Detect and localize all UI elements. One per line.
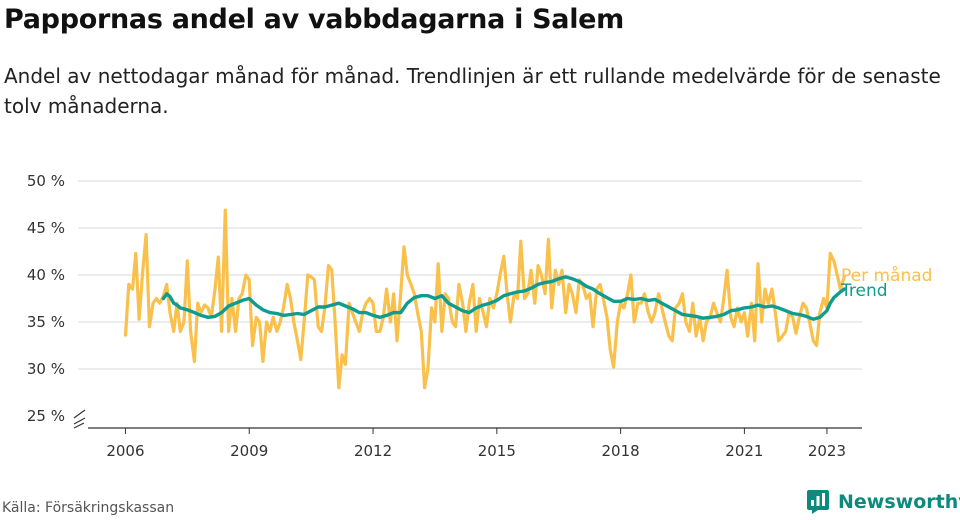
y-tick-label: 25 % [27, 407, 65, 425]
series-label-trend: Trend [840, 281, 888, 301]
y-tick-label: 45 % [27, 219, 65, 237]
series-label-per-manad: Per månad [841, 265, 932, 286]
x-tick-label: 2023 [808, 442, 846, 460]
page-title: Pappornas andel av vabbdagarna i Salem [4, 4, 625, 35]
brand-logo: Newsworthy [806, 489, 960, 515]
x-tick-label: 2021 [725, 442, 763, 460]
page-subtitle: Andel av nettodagar månad för månad. Tre… [4, 64, 941, 118]
series-lines [123, 208, 846, 390]
x-tick-label: 2012 [354, 442, 392, 460]
series-line-per-manad [123, 208, 846, 390]
x-tick-label: 2006 [106, 442, 144, 460]
x-tick-label: 2018 [602, 442, 640, 460]
y-tick-label: 50 % [27, 172, 65, 190]
y-tick-label: 35 % [27, 313, 65, 331]
x-tick-label: 2009 [230, 442, 268, 460]
newsworthy-logo-icon [807, 490, 829, 514]
gridlines [78, 180, 862, 370]
source-note: Källa: Försäkringskassan [2, 500, 175, 516]
x-axis: 2006 2009 2012 2015 2018 2021 2023 [73, 409, 862, 460]
axis-break-mark [73, 409, 86, 429]
y-tick-label: 40 % [27, 266, 65, 284]
x-tick-label: 2015 [478, 442, 516, 460]
series-line-trend [161, 275, 846, 321]
line-chart: 25 % 30 % 35 % 40 % 45 % 50 % 2006 2009 2012 201… [27, 172, 933, 460]
y-tick-label: 30 % [27, 360, 65, 378]
brand-name: Newsworthy [838, 491, 960, 513]
y-tick-labels: 25 % 30 % 35 % 40 % 45 % 50 % [27, 172, 65, 425]
